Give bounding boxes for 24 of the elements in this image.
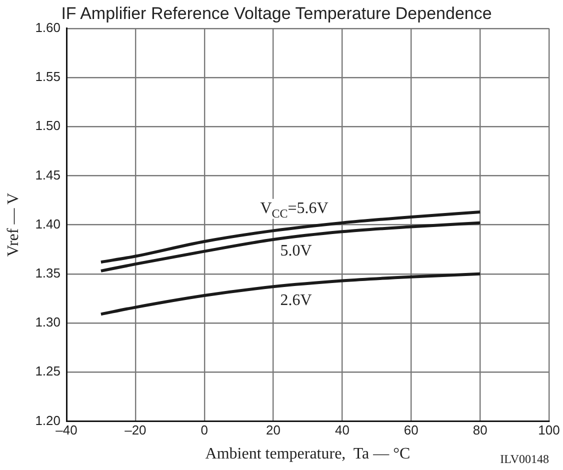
series-label: 5.0V xyxy=(280,242,312,260)
y-tick-label: 1.45 xyxy=(35,167,60,182)
y-axis-title: Vref — V xyxy=(4,192,22,257)
y-tick-label: 1.50 xyxy=(35,118,60,134)
y-tick-label: 1.25 xyxy=(35,364,60,379)
line-series xyxy=(99,272,482,316)
y-tick-label: 1.55 xyxy=(35,69,60,84)
x-tick-label: 40 xyxy=(334,422,350,438)
y-tick-label: 1.40 xyxy=(35,216,60,232)
x-tick-label: 60 xyxy=(404,422,418,438)
series-label: 2.6V xyxy=(280,292,312,309)
y-tick-label: 1.20 xyxy=(35,412,60,428)
x-tick-label: 0 xyxy=(200,422,208,438)
text: ILV00148 xyxy=(500,452,549,466)
y-tick-label: 1.35 xyxy=(35,265,60,280)
chart-title: IF Amplifier Reference Voltage Temperature Dependence xyxy=(61,4,492,23)
line-series xyxy=(99,221,482,272)
x-tick-label: –20 xyxy=(124,422,146,438)
x-tick-label: 100 xyxy=(538,422,560,438)
x-tick-label: 20 xyxy=(266,422,281,438)
x-axis-title: Ambient temperature, Ta — °C xyxy=(205,446,410,463)
x-tick-label: 80 xyxy=(472,422,488,438)
y-tick-label: 1.60 xyxy=(35,20,60,35)
y-tick-label: 1.30 xyxy=(35,314,60,330)
